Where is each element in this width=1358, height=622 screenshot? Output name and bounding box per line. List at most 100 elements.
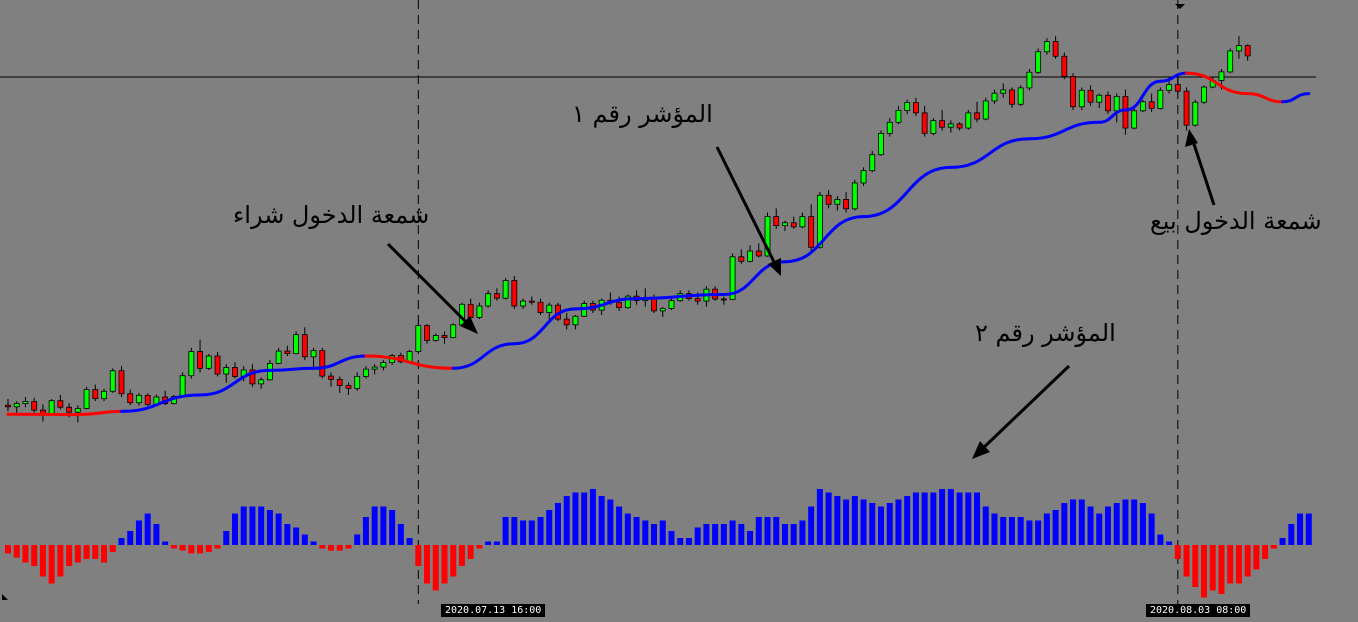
- histogram-bar-positive: [528, 520, 535, 545]
- bull-candle: [764, 216, 771, 257]
- moving-average-layer: [6, 71, 1311, 417]
- bull-candle: [1131, 110, 1138, 129]
- histogram-bar-positive: [485, 541, 492, 545]
- bull-candle: [1078, 89, 1085, 108]
- bull-candle: [659, 308, 666, 312]
- bull-candle: [205, 355, 212, 369]
- bear-candle: [441, 335, 448, 338]
- bear-candle: [825, 194, 832, 205]
- histogram-bar-positive: [939, 489, 946, 545]
- histogram-bar-positive: [947, 489, 954, 545]
- histogram-bar-positive: [694, 527, 701, 545]
- histogram-bar-positive: [921, 492, 928, 545]
- histogram-bar-negative: [39, 545, 46, 577]
- histogram-bar-positive: [982, 506, 989, 545]
- annotation-arrows: [386, 129, 1216, 459]
- histogram-bar-positive: [598, 496, 605, 545]
- bull-candle: [363, 368, 369, 377]
- histogram-bar-positive: [738, 524, 745, 545]
- bull-candle: [432, 335, 439, 341]
- bull-candle: [450, 324, 457, 338]
- histogram-bar-negative: [450, 545, 457, 577]
- histogram-bar-positive: [240, 506, 247, 545]
- histogram-bar-negative: [476, 545, 483, 549]
- bull-candle: [1166, 84, 1172, 91]
- bear-candle: [66, 406, 73, 413]
- bear-candle: [720, 298, 727, 301]
- bear-candle: [843, 198, 849, 210]
- bull-candle: [1236, 45, 1242, 52]
- bull-candle: [982, 100, 989, 120]
- histogram-bar-positive: [493, 541, 500, 545]
- bull-candle: [546, 304, 553, 313]
- bull-candle: [48, 400, 55, 414]
- histogram-bar-positive: [1000, 517, 1007, 545]
- histogram-bar-positive: [380, 506, 387, 545]
- bear-candle: [1070, 75, 1076, 108]
- ma-segment-up: [1027, 120, 1101, 141]
- bear-candle: [249, 369, 256, 385]
- histogram-bar-positive: [1305, 513, 1312, 545]
- ma-segment-up: [451, 342, 516, 370]
- bear-candle: [1061, 55, 1068, 77]
- histogram-bar-negative: [1201, 545, 1208, 598]
- bull-candle: [869, 154, 876, 172]
- histogram-bar-positive: [546, 510, 553, 545]
- candles-layer: [5, 36, 1251, 423]
- annotation-indicator1: المؤشر رقم ١: [572, 100, 713, 128]
- histogram-bar-positive: [703, 524, 710, 545]
- histogram-bar-positive: [1113, 503, 1120, 545]
- arrow-indicator1-head: [768, 258, 781, 276]
- histogram-bar-positive: [878, 506, 884, 545]
- bear-candle: [345, 385, 352, 389]
- bull-candle: [668, 300, 675, 309]
- histogram-bar-positive: [799, 520, 806, 545]
- histogram-bar-positive: [258, 506, 265, 545]
- histogram-bar-positive: [127, 531, 134, 545]
- arrow-indicator1: [715, 146, 779, 269]
- histogram-bar-positive: [659, 520, 666, 545]
- bear-candle: [144, 394, 151, 405]
- bull-candle: [354, 376, 361, 389]
- histogram-bar-positive: [275, 513, 282, 545]
- bear-candle: [328, 375, 334, 380]
- bull-candle: [74, 408, 81, 413]
- bear-candle: [511, 280, 518, 307]
- histogram-bar-negative: [1253, 545, 1260, 570]
- bull-candle: [572, 315, 579, 326]
- histogram-bar-positive: [266, 510, 273, 545]
- bull-candle: [1140, 101, 1146, 112]
- bull-candle: [904, 102, 911, 111]
- bull-candle: [991, 92, 998, 102]
- histogram-bar-positive: [153, 524, 160, 545]
- histogram-bar-positive: [554, 503, 561, 545]
- histogram-bar-positive: [1131, 499, 1138, 545]
- histogram-bar-negative: [170, 545, 177, 549]
- histogram-bar-positive: [904, 496, 911, 545]
- histogram-bar-positive: [755, 517, 762, 545]
- bear-candle: [616, 302, 622, 309]
- histogram-bar-positive: [362, 517, 369, 545]
- ma-segment-up: [949, 137, 1031, 169]
- histogram-bar-negative: [319, 545, 326, 549]
- bull-candle: [729, 256, 736, 300]
- bear-candle: [284, 350, 291, 354]
- histogram-bar-positive: [1166, 541, 1173, 545]
- ma-segment-up: [573, 297, 639, 311]
- bull-candle: [799, 216, 806, 228]
- histogram-bar-negative: [57, 545, 64, 577]
- histogram-bar-positive: [607, 499, 614, 545]
- annotation-buy-entry: شمعة الدخول شراء: [233, 201, 430, 229]
- histogram-bar-positive: [1279, 538, 1286, 545]
- ma-segment-down: [364, 354, 455, 370]
- bull-candle: [878, 132, 884, 156]
- bear-candle: [424, 325, 430, 341]
- ma-segment-up: [1281, 92, 1311, 104]
- scroll-marker-icon[interactable]: [1175, 4, 1185, 9]
- ma-segment-up: [635, 293, 726, 301]
- bull-candle: [1026, 71, 1033, 89]
- bear-candle: [40, 409, 46, 414]
- histogram-bar-positive: [502, 517, 509, 545]
- histogram-bar-positive: [1061, 503, 1068, 545]
